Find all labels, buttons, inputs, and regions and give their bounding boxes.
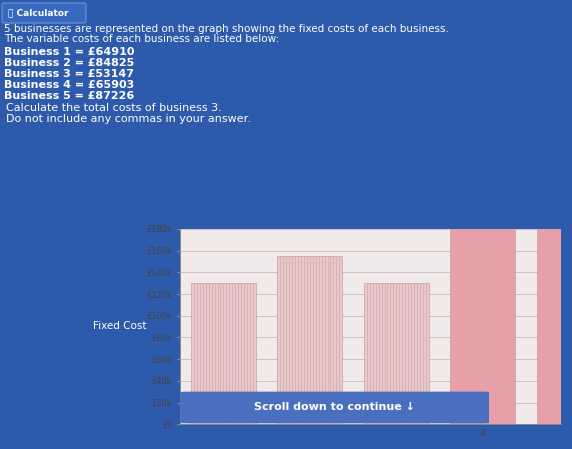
Bar [537, 229, 572, 424]
Text: Do not include any commas in your answer.: Do not include any commas in your answer… [6, 114, 251, 124]
Text: Business 1 = £64910: Business 1 = £64910 [4, 47, 134, 57]
Text: 5 businesses are represented on the graph showing the fixed costs of each busine: 5 businesses are represented on the grap… [4, 24, 449, 34]
Bar [450, 229, 515, 424]
Text: Business 4 = £65903: Business 4 = £65903 [4, 80, 134, 90]
Text: ⎓ Calculator: ⎓ Calculator [8, 9, 69, 18]
Text: Scroll down to continue ↓: Scroll down to continue ↓ [254, 402, 415, 413]
FancyBboxPatch shape [2, 3, 86, 23]
Bar [277, 256, 342, 424]
Text: Calculate the total costs of business 3.: Calculate the total costs of business 3. [6, 103, 222, 113]
Bar [191, 283, 256, 424]
Text: The variable costs of each business are listed below:: The variable costs of each business are … [4, 34, 279, 44]
Text: Business 2 = £84825: Business 2 = £84825 [4, 58, 134, 68]
Text: Fixed Cost: Fixed Cost [93, 321, 147, 330]
Text: Business 3 = £53147: Business 3 = £53147 [4, 69, 134, 79]
FancyBboxPatch shape [180, 392, 489, 423]
Text: Business 5 = £87226: Business 5 = £87226 [4, 91, 134, 101]
Bar [364, 283, 429, 424]
